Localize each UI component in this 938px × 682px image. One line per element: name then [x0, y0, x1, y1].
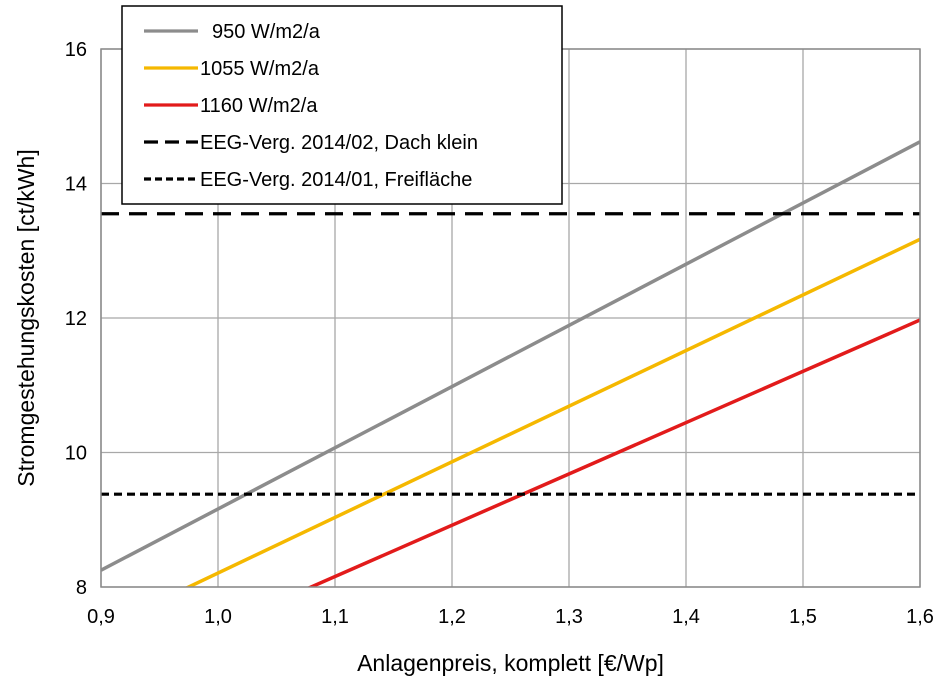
series-lines [101, 140, 920, 587]
x-tick-label: 1,4 [672, 606, 700, 628]
legend-label-4: EEG-Verg. 2014/02, Dach klein [200, 132, 478, 154]
x-tick-label: 1,1 [321, 606, 349, 628]
y-axis-label: Stromgestehungskosten [ct/kWh] [13, 149, 39, 487]
y-tick-label: 10 [65, 443, 87, 465]
legend-label-5: EEG-Verg. 2014/01, Freifläche [200, 169, 472, 191]
x-tick-label: 1,2 [438, 606, 466, 628]
legend-label-1: 950 W/m2/a [212, 21, 321, 43]
y-tick-label: 12 [65, 308, 87, 330]
series-line-2 [184, 237, 920, 587]
series-line-3 [306, 318, 920, 587]
legend-label-2: 1055 W/m2/a [200, 58, 320, 80]
legend-label-3: 1160 W/m2/a [200, 95, 318, 117]
x-tick-label: 1,3 [555, 606, 583, 628]
x-tick-label: 0,9 [87, 606, 115, 628]
x-axis-label: Anlagenpreis, komplett [€/Wp] [357, 650, 664, 676]
x-tick-labels: 0,9 1,0 1,1 1,2 1,3 1,4 1,5 1,6 [87, 606, 934, 628]
y-tick-label: 16 [65, 39, 87, 61]
x-tick-label: 1,0 [204, 606, 232, 628]
x-tick-label: 1,5 [789, 606, 817, 628]
x-tick-label: 1,6 [906, 606, 934, 628]
y-tick-label: 14 [65, 174, 87, 196]
y-tick-label: 8 [76, 577, 87, 599]
legend: 950 W/m2/a 1055 W/m2/a 1160 W/m2/a EEG-Verg… [121, 5, 563, 205]
y-tick-labels: 8 10 12 14 16 [65, 39, 87, 599]
